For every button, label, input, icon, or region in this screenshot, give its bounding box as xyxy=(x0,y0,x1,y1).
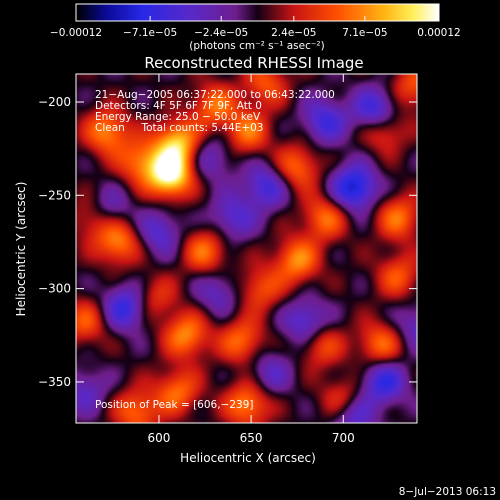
x-tick-label: 700 xyxy=(332,431,355,445)
colorbar-gradient xyxy=(76,4,439,21)
peak-position-label: Position of Peak = [606,−239] xyxy=(95,399,254,411)
x-axis-label: Heliocentric X (arcsec) xyxy=(180,451,316,465)
heatmap-image xyxy=(76,74,417,423)
y-axis-ticks: −200 −250 −300 −350 xyxy=(38,95,417,389)
y-tick-label: −350 xyxy=(38,375,71,389)
colorbar-tick-label: 0.00012 xyxy=(417,27,460,39)
colorbar-tick-label: −2.4e−05 xyxy=(194,27,248,39)
plot-area: 600 650 700 −200 −250 −300 −350 xyxy=(38,73,418,445)
colorbar-tick-label: −0.00012 xyxy=(50,27,102,39)
chart-title: Reconstructed RHESSI Image xyxy=(144,54,363,72)
colorbar-tick-label: −7.1e−05 xyxy=(123,27,177,39)
annotation-time-range: 21−Aug−2005 06:37:22.000 to 06:43:22.000 xyxy=(95,89,335,101)
annotation-total-counts: Clean Total counts: 5.44E+03 xyxy=(95,122,264,134)
annotation-detectors: Detectors: 4F 5F 6F 7F 9F, Att 0 xyxy=(95,100,262,112)
x-axis-ticks: 600 650 700 xyxy=(147,74,355,445)
y-tick-label: −300 xyxy=(38,282,71,296)
annotation-energy-range: Energy Range: 25.0 − 50.0 keV xyxy=(95,111,261,123)
colorbar-tick-label: 7.1e−05 xyxy=(342,27,387,39)
colorbar-ticks: −0.00012 −7.1e−05 −2.4e−05 2.4e−05 7.1e−05 0.… xyxy=(50,16,461,39)
y-tick-label: −250 xyxy=(38,188,71,202)
plot-frame xyxy=(75,73,418,424)
footer-timestamp: 8−Jul−2013 06:13 xyxy=(399,486,496,498)
colorbar-frame xyxy=(75,3,440,22)
colorbar: −0.00012 −7.1e−05 −2.4e−05 2.4e−05 7.1e−05 0.… xyxy=(50,3,461,52)
y-tick-label: −200 xyxy=(38,95,71,109)
x-tick-label: 600 xyxy=(147,431,170,445)
colorbar-unit-label: (photons cm⁻² s⁻¹ asec⁻²) xyxy=(189,40,324,52)
y-axis-label: Heliocentric Y (arcsec) xyxy=(14,182,28,317)
colorbar-tick-label: 2.4e−05 xyxy=(271,27,316,39)
annotation-block: 21−Aug−2005 06:37:22.000 to 06:43:22.000… xyxy=(95,89,335,134)
x-tick-label: 650 xyxy=(240,431,263,445)
